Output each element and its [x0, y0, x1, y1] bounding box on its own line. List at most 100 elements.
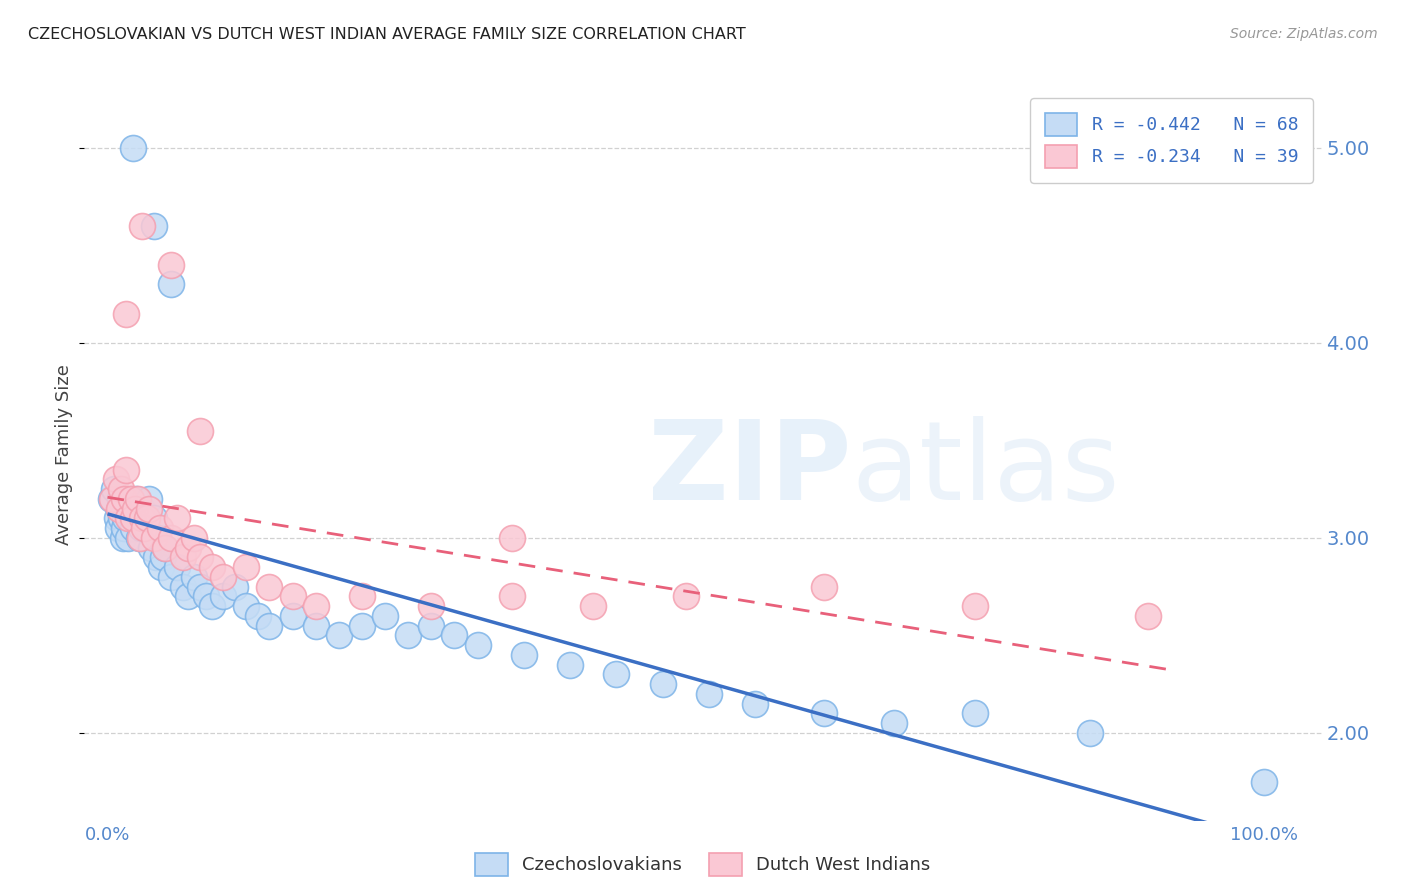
Point [744, 697, 766, 711]
Point [121, 511, 143, 525]
Point [259, 618, 281, 632]
Point [128, 531, 150, 545]
Point [145, 550, 167, 565]
Point [122, 511, 145, 525]
Point [188, 424, 211, 438]
Point [138, 491, 160, 506]
Point [651, 677, 673, 691]
Point [110, 482, 132, 496]
Text: CZECHOSLOVAKIAN VS DUTCH WEST INDIAN AVERAGE FAMILY SIZE CORRELATION CHART: CZECHOSLOVAKIAN VS DUTCH WEST INDIAN AVE… [28, 27, 745, 42]
Point [120, 491, 142, 506]
Point [107, 521, 129, 535]
Point [142, 511, 165, 525]
Point [114, 511, 136, 525]
Point [374, 608, 396, 623]
Point [120, 491, 142, 506]
Point [513, 648, 536, 662]
Point [172, 550, 194, 565]
Point [963, 706, 986, 721]
Point [115, 306, 138, 320]
Point [350, 618, 373, 632]
Point [177, 590, 200, 604]
Point [134, 521, 156, 535]
Point [155, 541, 177, 555]
Point [148, 521, 170, 535]
Point [281, 590, 304, 604]
Point [396, 628, 419, 642]
Point [281, 608, 304, 623]
Point [697, 687, 720, 701]
Point [172, 580, 194, 594]
Point [183, 531, 205, 545]
Point [160, 277, 183, 292]
Legend: Czechoslovakians, Dutch West Indians: Czechoslovakians, Dutch West Indians [468, 846, 938, 883]
Point [131, 501, 153, 516]
Point [1137, 608, 1160, 623]
Point [127, 511, 149, 525]
Point [259, 580, 281, 594]
Point [160, 258, 183, 272]
Point [883, 716, 905, 731]
Point [467, 638, 489, 652]
Point [142, 219, 165, 233]
Point [675, 590, 697, 604]
Point [129, 521, 152, 535]
Point [304, 599, 326, 613]
Point [166, 511, 188, 525]
Point [160, 531, 183, 545]
Point [1253, 774, 1275, 789]
Text: ZIP: ZIP [648, 416, 852, 523]
Point [103, 482, 125, 496]
Point [558, 657, 581, 672]
Point [605, 667, 627, 681]
Point [115, 462, 138, 476]
Point [235, 599, 257, 613]
Point [104, 472, 127, 486]
Point [155, 541, 177, 555]
Point [224, 580, 246, 594]
Point [501, 531, 523, 545]
Point [328, 628, 350, 642]
Point [112, 521, 135, 535]
Point [160, 570, 183, 584]
Point [141, 541, 163, 555]
Point [188, 550, 211, 565]
Point [200, 560, 222, 574]
Point [246, 608, 269, 623]
Point [128, 511, 150, 525]
Point [111, 531, 134, 545]
Point [124, 501, 146, 516]
Point [1080, 726, 1102, 740]
Point [350, 590, 373, 604]
Point [420, 618, 443, 632]
Point [194, 590, 217, 604]
Point [813, 580, 835, 594]
Point [108, 501, 131, 516]
Point [112, 491, 135, 506]
Point [110, 511, 132, 525]
Point [148, 531, 170, 545]
Point [131, 219, 153, 233]
Legend: R = -0.442   N = 68, R = -0.234   N = 39: R = -0.442 N = 68, R = -0.234 N = 39 [1031, 98, 1313, 183]
Point [177, 541, 200, 555]
Point [135, 511, 157, 525]
Text: atlas: atlas [852, 416, 1121, 523]
Point [134, 511, 156, 525]
Y-axis label: Average Family Size: Average Family Size [55, 365, 73, 545]
Point [125, 491, 148, 506]
Point [142, 531, 165, 545]
Point [152, 550, 174, 565]
Point [200, 599, 222, 613]
Point [501, 590, 523, 604]
Point [131, 511, 153, 525]
Point [138, 501, 160, 516]
Point [115, 491, 138, 506]
Point [188, 580, 211, 594]
Point [582, 599, 605, 613]
Text: Source: ZipAtlas.com: Source: ZipAtlas.com [1230, 27, 1378, 41]
Point [183, 570, 205, 584]
Point [115, 501, 138, 516]
Point [166, 560, 188, 574]
Point [122, 521, 145, 535]
Point [124, 511, 146, 525]
